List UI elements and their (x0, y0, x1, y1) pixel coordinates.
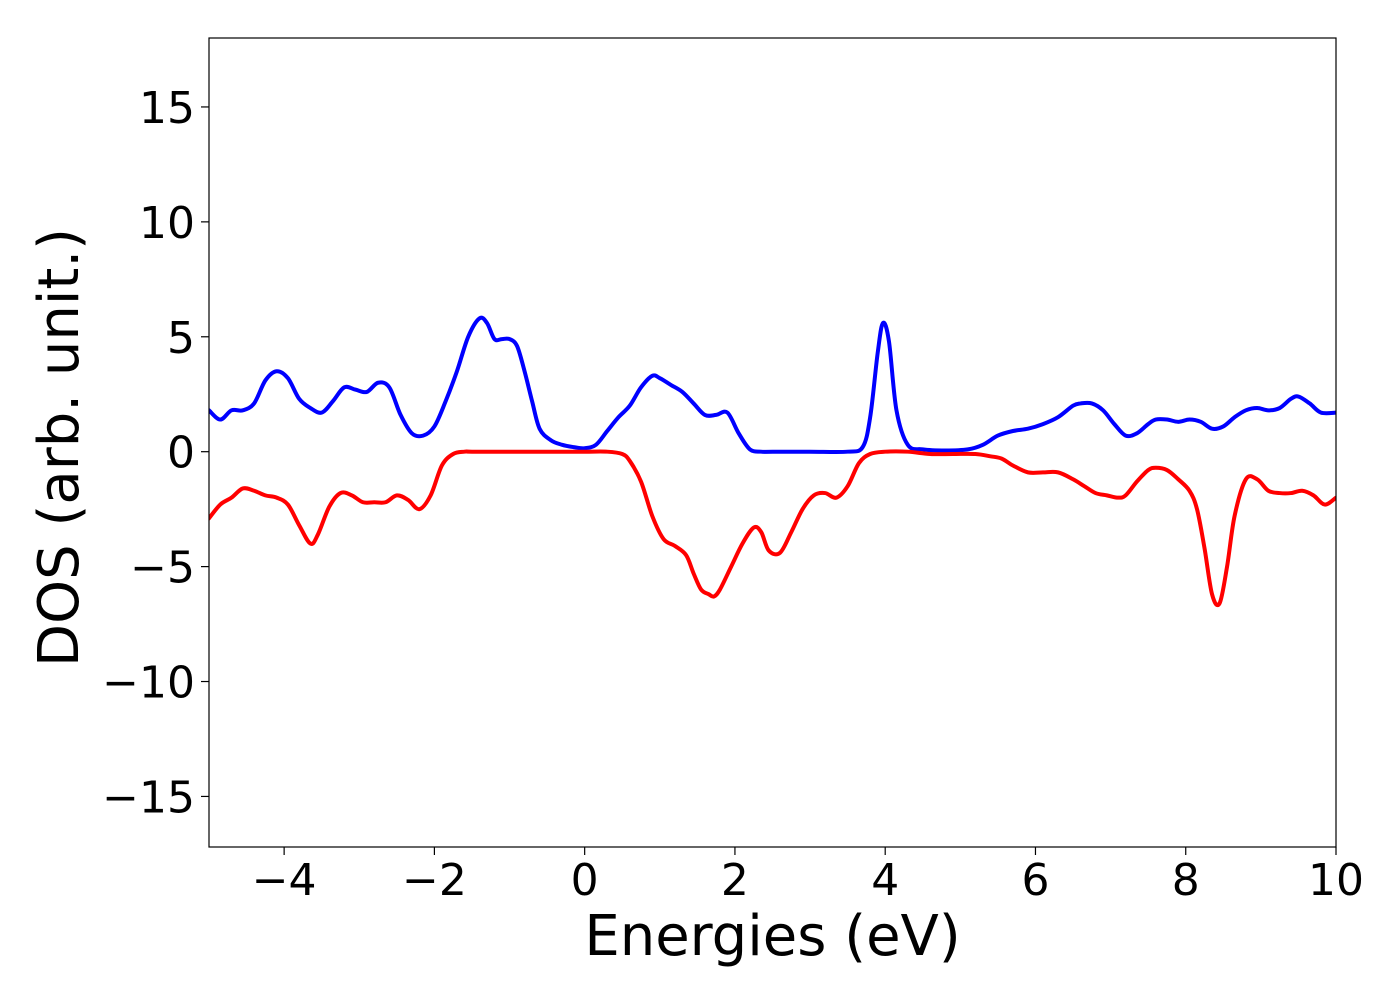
x-tick-label: 2 (721, 855, 749, 906)
y-axis: 15 10 5 0 −5 −10 −15 (102, 83, 209, 823)
x-tick-label: −2 (402, 855, 467, 906)
y-tick-label: −10 (102, 658, 195, 709)
series-line-red (209, 449, 1336, 608)
y-tick-label: 5 (167, 313, 195, 364)
y-tick-label: 10 (139, 198, 195, 249)
x-tick-label: 8 (1172, 855, 1200, 906)
x-tick-label: 4 (871, 855, 899, 906)
plot-frame (208, 37, 1337, 848)
x-tick-label: 0 (571, 855, 599, 906)
y-tick-label: 15 (139, 83, 195, 134)
x-tick-label: 10 (1308, 855, 1364, 906)
y-axis-label: DOS (arb. unit.) (27, 228, 92, 667)
x-tick-label: 6 (1021, 855, 1049, 906)
series-line-blue (209, 315, 1336, 455)
series-layer (209, 315, 1336, 608)
y-tick-label: −15 (102, 772, 195, 823)
x-tick-label: −4 (252, 855, 317, 906)
y-tick-label: 0 (167, 428, 195, 479)
x-axis: −4 −2 0 2 4 6 8 10 (252, 847, 1364, 906)
x-axis-label: Energies (eV) (584, 904, 960, 969)
y-tick-label: −5 (130, 543, 195, 594)
